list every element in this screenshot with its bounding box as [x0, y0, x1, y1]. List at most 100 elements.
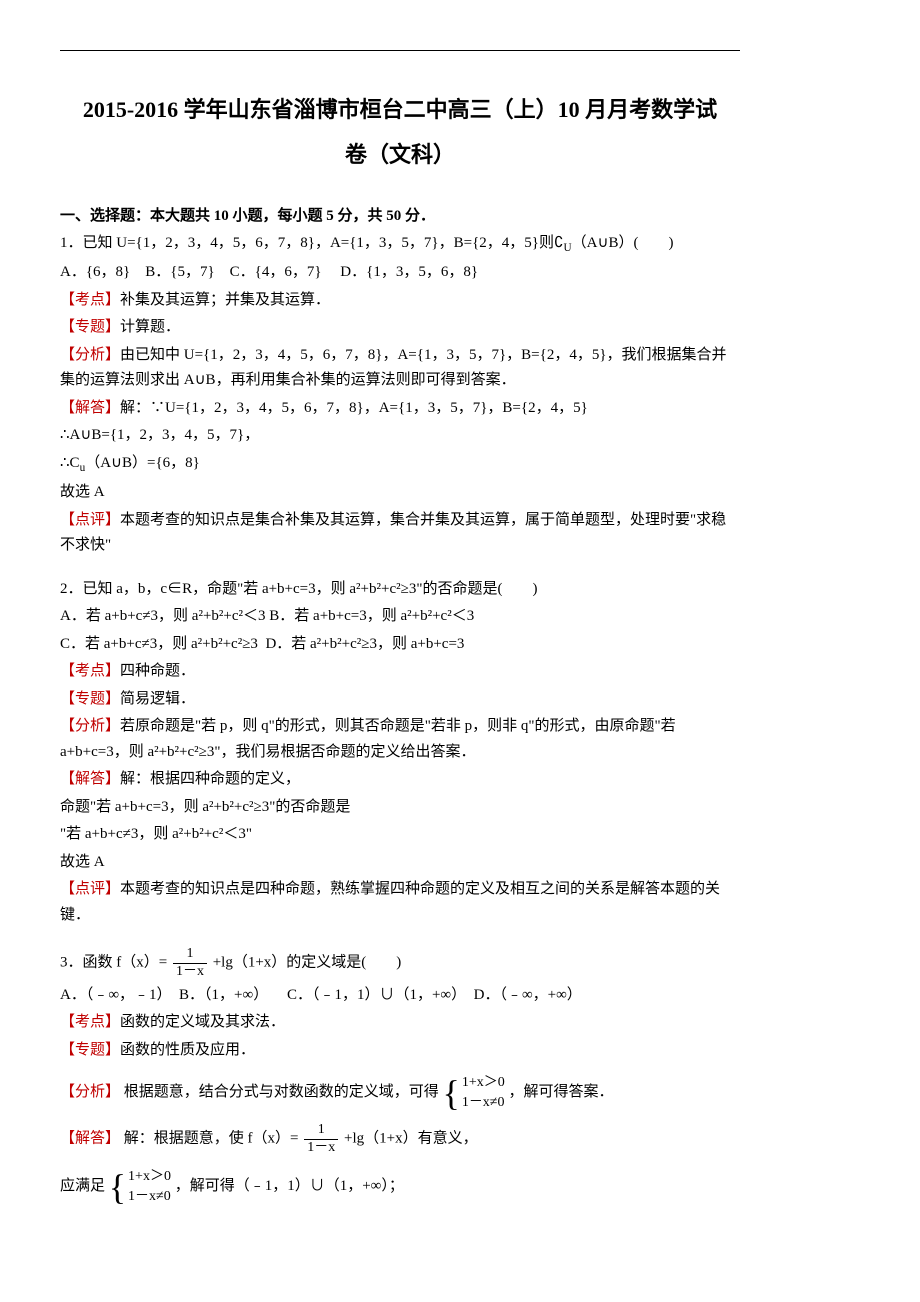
cases-brace: { 1+x＞0 1－x≠0: [109, 1167, 171, 1206]
q2-optA: A．若 a+b+c≠3，则 a²+b²+c²＜3: [60, 608, 266, 624]
frac-num: 1: [304, 1122, 338, 1140]
q2-stem: 2．已知 a，b，c∈R，命题"若 a+b+c=3，则 a²+b²+c²≥3"的…: [60, 577, 740, 603]
frac-den: 1－x: [304, 1140, 338, 1157]
question-2: 2．已知 a，b，c∈R，命题"若 a+b+c=3，则 a²+b²+c²≥3"的…: [60, 577, 740, 929]
header-divider: [60, 50, 740, 51]
fraction: 11－x: [173, 946, 207, 981]
jieda1-text: 解：根据四种命题的定义，: [120, 771, 300, 787]
q3-zhuanti: 【专题】函数的性质及应用．: [60, 1038, 740, 1064]
frac-num: 1: [173, 946, 207, 964]
q2-optB: B．若 a+b+c=3，则 a²+b²+c²＜3: [269, 608, 474, 624]
q3-jieda2: 应满足 { 1+x＞0 1－x≠0 ，解可得（﹣1，1）∪（1，+∞）；: [60, 1167, 740, 1206]
q2-fenxi: 【分析】若原命题是"若 p，则 q"的形式，则其否命题是"若非 p，则非 q"的…: [60, 714, 740, 765]
frac-den: 1－x: [173, 964, 207, 981]
zhuanti-text: 计算题．: [120, 319, 180, 335]
q1-optA: A．{6，8}: [60, 264, 130, 280]
fenxi-text: 由已知中 U={1，2，3，4，5，6，7，8}，A={1，3，5，7}，B={…: [60, 347, 727, 389]
section-header: 一、选择题：本大题共 10 小题，每小题 5 分，共 50 分．: [60, 204, 740, 230]
q1-optC: C．{4，6，7}: [230, 264, 322, 280]
kaodian-text: 四种命题．: [120, 663, 195, 679]
jieda-label: 【解答】: [60, 771, 120, 787]
left-brace-icon: {: [109, 1169, 126, 1205]
q2-jieda4: 故选 A: [60, 850, 740, 876]
q2-options-row1: A．若 a+b+c≠3，则 a²+b²+c²＜3 B．若 a+b+c=3，则 a…: [60, 604, 740, 630]
case1: 1+x＞0: [462, 1073, 505, 1093]
q2-optC: C．若 a+b+c≠3，则 a²+b²+c²≥3: [60, 636, 258, 652]
dianping-text: 本题考查的知识点是集合补集及其运算，集合并集及其运算，属于简单题型，处理时要"求…: [60, 512, 726, 554]
zhuanti-label: 【专题】: [60, 1042, 120, 1058]
q1-optB: B．{5，7}: [145, 264, 214, 280]
fenxi-label: 【分析】: [60, 1084, 120, 1100]
q1-jieda3: ∴Cu（A∪B）={6，8}: [60, 451, 740, 478]
jieda1-text: 解：∵U={1，2，3，4，5，6，7，8}，A={1，3，5，7}，B={2，…: [120, 400, 588, 416]
question-1: 1．已知 U={1，2，3，4，5，6，7，8}，A={1，3，5，7}，B={…: [60, 231, 740, 558]
fenxi-pre: 根据题意，结合分式与对数函数的定义域，可得: [124, 1084, 439, 1100]
left-brace-icon: {: [443, 1075, 460, 1111]
q3-fenxi: 【分析】 根据题意，结合分式与对数函数的定义域，可得 { 1+x＞0 1－x≠0…: [60, 1073, 740, 1112]
cases-lines: 1+x＞0 1－x≠0: [462, 1073, 505, 1112]
jieda-label: 【解答】: [60, 1131, 120, 1147]
q1-options: A．{6，8} B．{5，7} C．{4，6，7} D．{1，3，5，6，8}: [60, 260, 740, 286]
q1-jieda1: 【解答】解：∵U={1，2，3，4，5，6，7，8}，A={1，3，5，7}，B…: [60, 396, 740, 422]
q2-jieda2: 命题"若 a+b+c=3，则 a²+b²+c²≥3"的否命题是: [60, 795, 740, 821]
case1: 1+x＞0: [128, 1167, 171, 1187]
jieda3-tail: （A∪B）={6，8}: [85, 455, 200, 471]
q3-optA: A．（﹣∞，﹣1）: [60, 987, 172, 1003]
q1-stem-text: 1．已知 U={1，2，3，4，5，6，7，8}，A={1，3，5，7}，B={…: [60, 235, 564, 251]
q3-optC: C．（﹣1，1）∪（1，+∞）: [287, 987, 466, 1003]
q3-jieda1: 【解答】 解：根据题意，使 f（x）= 11－x +lg（1+x）有意义，: [60, 1122, 740, 1157]
q2-optD: D．若 a²+b²+c²≥3，则 a+b+c=3: [265, 636, 464, 652]
q1-stem-sub: U: [564, 242, 572, 254]
q1-stem: 1．已知 U={1，2，3，4，5，6，7，8}，A={1，3，5，7}，B={…: [60, 231, 740, 258]
q2-options-row2: C．若 a+b+c≠3，则 a²+b²+c²≥3 D．若 a²+b²+c²≥3，…: [60, 632, 740, 658]
zhuanti-label: 【专题】: [60, 691, 120, 707]
q2-jieda3: "若 a+b+c≠3，则 a²+b²+c²＜3": [60, 822, 740, 848]
q3-stem: 3．函数 f（x）= 11－x +lg（1+x）的定义域是( ): [60, 946, 740, 981]
jieda2-tail: ，解可得（﹣1，1）∪（1，+∞）；: [175, 1178, 404, 1194]
q1-fenxi: 【分析】由已知中 U={1，2，3，4，5，6，7，8}，A={1，3，5，7}…: [60, 343, 740, 394]
question-3: 3．函数 f（x）= 11－x +lg（1+x）的定义域是( ) A．（﹣∞，﹣…: [60, 946, 740, 1206]
dianping-label: 【点评】: [60, 881, 120, 897]
q2-jieda1: 【解答】解：根据四种命题的定义，: [60, 767, 740, 793]
q1-zhuanti: 【专题】计算题．: [60, 315, 740, 341]
cases-lines: 1+x＞0 1－x≠0: [128, 1167, 171, 1206]
fraction: 11－x: [304, 1122, 338, 1157]
fenxi-text: 若原命题是"若 p，则 q"的形式，则其否命题是"若非 p，则非 q"的形式，由…: [60, 718, 676, 760]
q3-stem-tail: +lg（1+x）的定义域是( ): [213, 955, 402, 971]
case2: 1－x≠0: [462, 1093, 505, 1113]
q1-stem-tail: （A∪B）( ): [572, 235, 674, 251]
cases-brace: { 1+x＞0 1－x≠0: [443, 1073, 505, 1112]
dianping-label: 【点评】: [60, 512, 120, 528]
case2: 1－x≠0: [128, 1187, 171, 1207]
q2-zhuanti: 【专题】简易逻辑．: [60, 687, 740, 713]
jieda2-pre: 应满足: [60, 1178, 105, 1194]
kaodian-text: 补集及其运算；并集及其运算．: [120, 292, 330, 308]
kaodian-label: 【考点】: [60, 1014, 120, 1030]
jieda-pre: 解：根据题意，使 f（x）=: [124, 1131, 299, 1147]
q1-optD: D．{1，3，5，6，8}: [340, 264, 478, 280]
q3-optD: D．（﹣∞，+∞）: [474, 987, 582, 1003]
document-title: 2015-2016 学年山东省淄博市桓台二中高三（上）10 月月考数学试: [60, 91, 740, 128]
q2-kaodian: 【考点】四种命题．: [60, 659, 740, 685]
zhuanti-text: 简易逻辑．: [120, 691, 195, 707]
q1-kaodian: 【考点】补集及其运算；并集及其运算．: [60, 288, 740, 314]
q1-jieda2: ∴A∪B={1，2，3，4，5，7}，: [60, 423, 740, 449]
fenxi-label: 【分析】: [60, 718, 120, 734]
q3-stem-pre: 3．函数 f（x）=: [60, 955, 167, 971]
kaodian-label: 【考点】: [60, 663, 120, 679]
zhuanti-label: 【专题】: [60, 319, 120, 335]
jieda-label: 【解答】: [60, 400, 120, 416]
jieda-tail: +lg（1+x）有意义，: [344, 1131, 478, 1147]
kaodian-text: 函数的定义域及其求法．: [120, 1014, 285, 1030]
jieda3-pre: ∴C: [60, 455, 80, 471]
q3-optB: B．（1，+∞）: [179, 987, 268, 1003]
q1-jieda4: 故选 A: [60, 480, 740, 506]
q2-dianping: 【点评】本题考查的知识点是四种命题，熟练掌握四种命题的定义及相互之间的关系是解答…: [60, 877, 740, 928]
dianping-text: 本题考查的知识点是四种命题，熟练掌握四种命题的定义及相互之间的关系是解答本题的关…: [60, 881, 720, 923]
fenxi-tail: ，解可得答案．: [508, 1084, 613, 1100]
q1-dianping: 【点评】本题考查的知识点是集合补集及其运算，集合并集及其运算，属于简单题型，处理…: [60, 508, 740, 559]
q3-kaodian: 【考点】函数的定义域及其求法．: [60, 1010, 740, 1036]
document-subtitle: 卷（文科）: [60, 136, 740, 173]
kaodian-label: 【考点】: [60, 292, 120, 308]
fenxi-label: 【分析】: [60, 347, 120, 363]
